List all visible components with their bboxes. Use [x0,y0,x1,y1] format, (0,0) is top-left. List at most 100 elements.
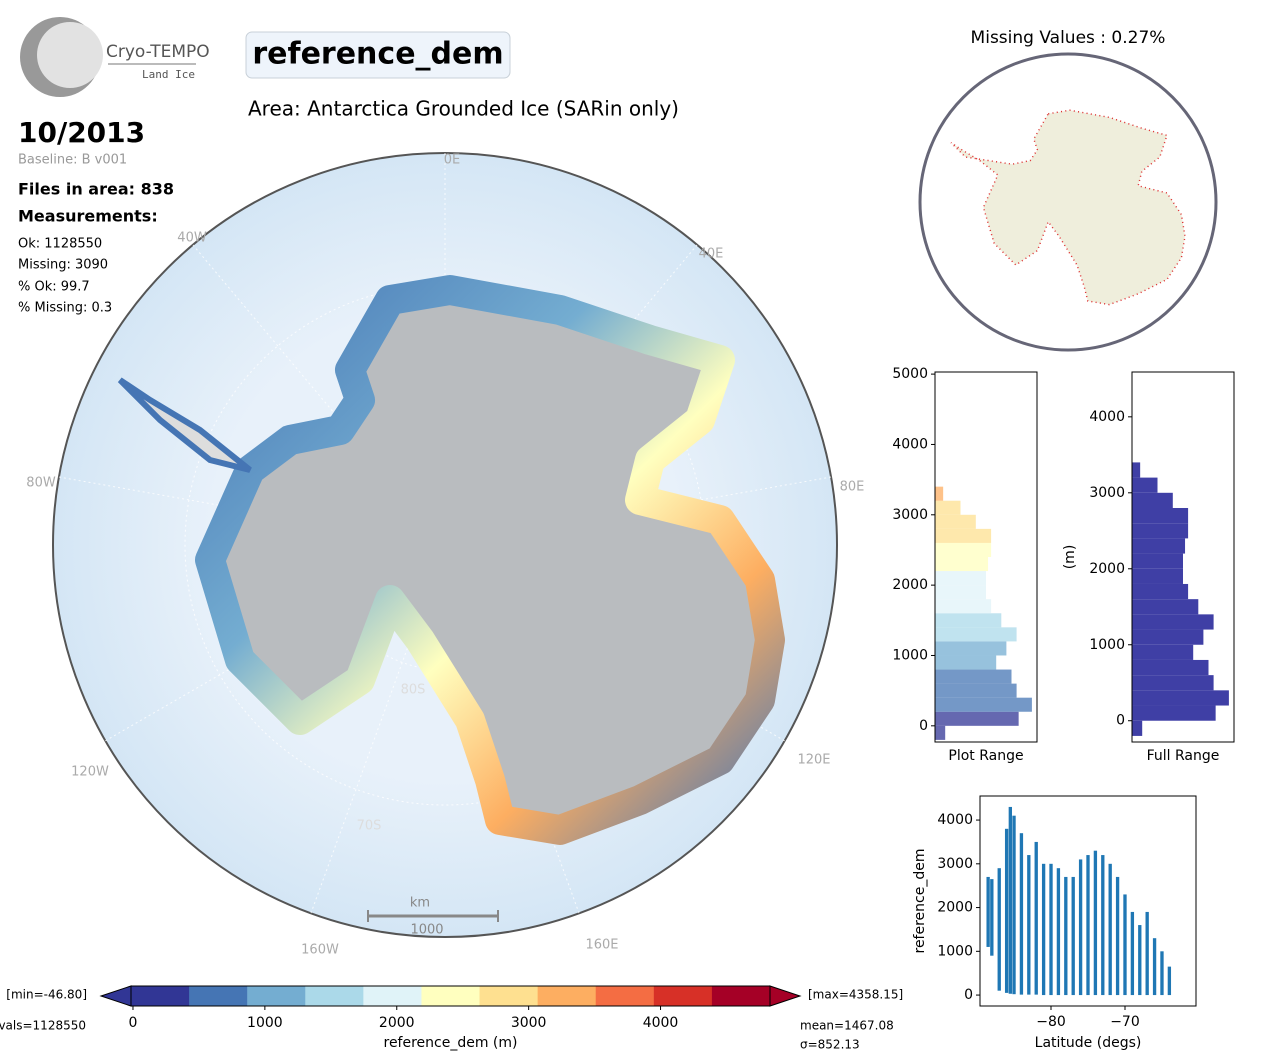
y-axis-label: reference_dem [912,849,928,954]
lon-label: 40W [177,231,207,246]
histogram-bar [1132,629,1204,645]
histogram-bar [1132,614,1214,630]
scatter-range [1004,828,1009,993]
measurements: Measurements: [18,207,158,226]
lat-label: 80S [401,683,426,698]
histogram-bar [935,697,1032,712]
colorbar-segment [653,986,713,1006]
scatter-range [1130,911,1135,996]
scatter-range [1138,925,1142,996]
scatter-range [1034,841,1038,995]
colorbar-segment [247,986,306,1006]
scatter-range [1160,951,1164,996]
y-tick-label: 5000 [892,366,928,382]
colorbar-min-arrow [99,985,132,1007]
histogram-bar [935,683,1017,698]
x-tick-label: −70 [1110,1014,1140,1030]
colorbar-segment [305,986,364,1006]
y-tick-label: 3000 [892,507,928,523]
histogram-bar [935,542,992,557]
lon-label: 40E [699,247,724,262]
mean-label: mean=1467.08 [800,1019,894,1033]
lon-label: 120W [71,765,109,780]
scatter-range [1167,966,1172,996]
lon-label: 80E [840,480,865,495]
lon-label: 80W [26,476,56,491]
y-tick-label: 2000 [892,577,928,593]
logo-subtitle: Land Ice [142,68,195,81]
axes-frame [979,795,1197,1007]
histogram-bar [935,528,992,543]
histogram-bar [1132,553,1183,569]
y-tick-label: 0 [919,718,928,734]
x-tick-label: 3000 [511,1015,547,1031]
axes-frame [934,371,1038,743]
colorbar-segment [479,986,539,1006]
colorbar-segment [421,986,481,1006]
scatter-range [1101,855,1105,996]
sigma-label: σ=852.13 [800,1038,860,1052]
lon-label: 120E [797,753,830,768]
y-tick-label: 1000 [937,943,973,959]
colorbar-segment [189,986,248,1006]
scatter-range [1064,876,1068,996]
logo: Cryo-TEMPO Land Ice [20,17,210,97]
scatter-range [1115,876,1120,996]
histogram-bar [1132,659,1209,676]
y-tick-label: 4000 [1089,409,1125,425]
x-axis-label: Full Range [1147,748,1220,764]
lat-label: 70S [357,819,382,834]
scatter-range [1145,911,1149,996]
x-tick-label: 1000 [247,1015,283,1031]
scatter-range [1152,938,1157,996]
stat: % Ok: 99.7 [18,280,90,295]
y-tick-label: 1000 [1089,637,1125,653]
lon-label: 160W [301,943,339,958]
colorbar-segment [711,986,771,1006]
histogram-bar [1132,720,1143,736]
histogram-bar [935,725,946,740]
histogram-bar [1132,477,1158,493]
histogram-bar [935,627,1017,642]
scale-unit: km [410,896,430,911]
histogram-bar [1132,599,1199,615]
histogram-bar [1132,523,1189,539]
area: Area: Antarctica Grounded Ice (SARin onl… [248,97,679,121]
histogram-bar [935,613,1002,628]
y-tick-label: 3000 [1089,485,1125,501]
histogram-bar [935,571,986,586]
colorbar-segment [595,986,655,1006]
colorbar-segment [537,986,597,1006]
histogram-bar [1132,568,1183,584]
scatter-range [1093,850,1098,996]
histogram-bar [1132,538,1186,554]
histogram-bar [1132,675,1214,691]
lon-label: 160E [585,938,618,953]
missing-title: Missing Values : 0.27% [971,28,1166,48]
y-tick-label: 0 [964,987,973,1003]
y-tick-label: 4000 [892,436,928,452]
scatter-range [1019,833,1024,995]
colorbar-segment [363,986,422,1006]
scatter-range [1123,894,1127,996]
scatter-range [990,879,994,956]
x-tick-label: 2000 [379,1015,415,1031]
scatter-range [997,868,1001,991]
lon-label: 0E [444,153,461,168]
x-tick-label: −80 [1036,1014,1066,1030]
y-tick-label: 4000 [937,812,973,828]
scatter-range [1108,863,1112,996]
axes-frame [130,985,771,1007]
y-tick-label: 1000 [892,647,928,663]
max-label: [max=4358.15] [808,988,903,1002]
axes-frame [1131,371,1235,743]
histogram-bar [935,486,944,501]
histogram-bar [935,599,992,614]
files: Files in area: 838 [18,180,174,199]
scatter-range [1078,859,1083,996]
stat: Missing: 3090 [18,258,108,273]
scatter-range [1027,855,1031,995]
colorbar-max-arrow [769,985,802,1007]
y-tick-label: 3000 [937,856,973,872]
